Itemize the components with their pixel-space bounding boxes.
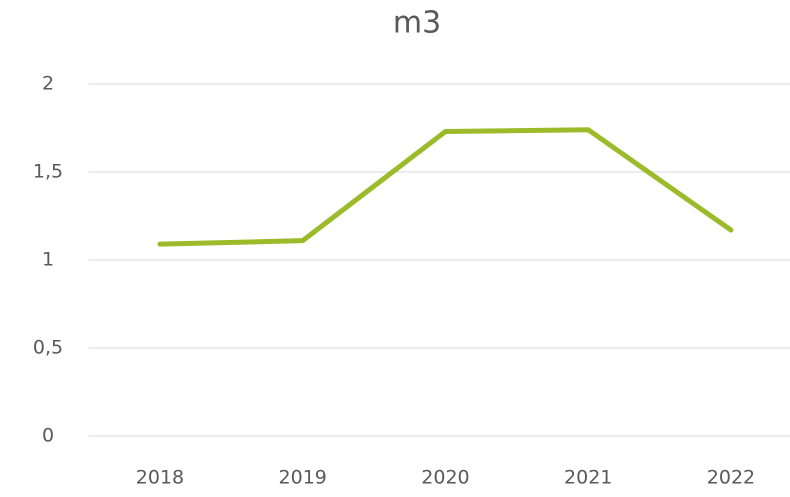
x-tick-label: 2022 — [707, 467, 755, 489]
y-tick-label: 0,5 — [33, 337, 63, 359]
y-tick-label: 1 — [42, 249, 54, 271]
x-tick-label: 2019 — [279, 467, 327, 489]
y-tick-label: 0 — [42, 425, 54, 447]
x-tick-label: 2020 — [421, 467, 469, 489]
y-tick-label: 2 — [42, 73, 54, 95]
chart-title: m3 — [393, 6, 441, 41]
x-tick-label: 2018 — [136, 467, 184, 489]
x-tick-label: 2021 — [564, 467, 612, 489]
data-line — [157, 127, 734, 247]
y-tick-label: 1,5 — [33, 161, 63, 183]
